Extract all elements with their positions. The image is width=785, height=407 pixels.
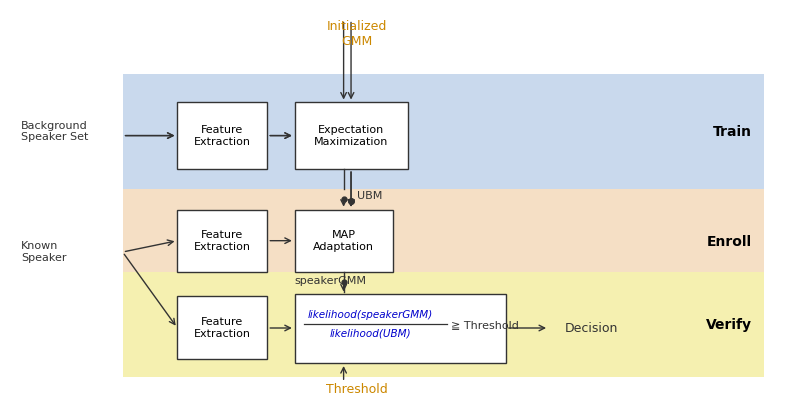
Text: Background
Speaker Set: Background Speaker Set: [21, 121, 89, 142]
Text: likelihood(UBM): likelihood(UBM): [330, 329, 411, 339]
Text: UBM: UBM: [357, 191, 382, 201]
Bar: [122, 189, 764, 294]
FancyBboxPatch shape: [294, 103, 408, 169]
FancyBboxPatch shape: [294, 294, 506, 363]
Text: Feature
Extraction: Feature Extraction: [194, 317, 251, 339]
Text: speakerGMM: speakerGMM: [294, 276, 367, 287]
Bar: [122, 74, 764, 189]
FancyBboxPatch shape: [294, 210, 392, 272]
Bar: [122, 272, 764, 377]
FancyBboxPatch shape: [177, 296, 268, 359]
FancyBboxPatch shape: [177, 103, 268, 169]
Text: Known
Speaker: Known Speaker: [21, 241, 67, 263]
Text: likelihood(speakerGMM): likelihood(speakerGMM): [309, 310, 433, 320]
Text: Initialized
GMM: Initialized GMM: [327, 20, 388, 48]
Text: Verify: Verify: [706, 318, 752, 332]
FancyBboxPatch shape: [177, 210, 268, 272]
Text: Expectation
Maximization: Expectation Maximization: [314, 125, 389, 147]
Text: ≧ Threshold: ≧ Threshold: [451, 320, 519, 330]
Text: Feature
Extraction: Feature Extraction: [194, 125, 251, 147]
Text: Enroll: Enroll: [707, 235, 752, 249]
Text: Threshold: Threshold: [327, 383, 388, 396]
Text: Train: Train: [714, 125, 752, 138]
Text: Feature
Extraction: Feature Extraction: [194, 230, 251, 252]
Text: Decision: Decision: [564, 322, 618, 335]
Text: MAP
Adaptation: MAP Adaptation: [313, 230, 374, 252]
